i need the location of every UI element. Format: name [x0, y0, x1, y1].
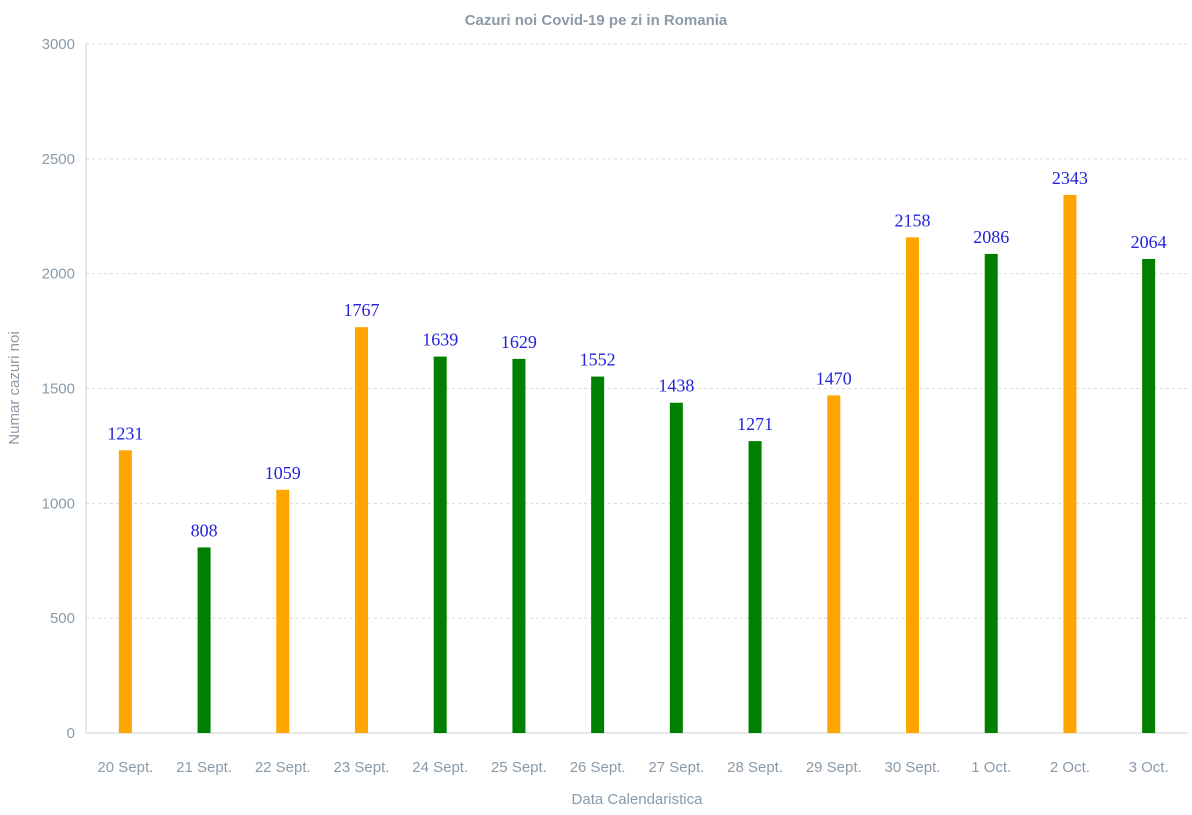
data-label: 1438 — [658, 376, 694, 396]
data-label: 2086 — [973, 227, 1009, 247]
bar[interactable] — [1063, 194, 1077, 734]
data-label: 1767 — [344, 300, 380, 320]
bar[interactable] — [512, 358, 526, 733]
bar[interactable] — [1142, 258, 1156, 733]
x-axis-ticks: 20 Sept. 21 Sept. 22 Sept. 23 Sept. 24 Sept.… — [97, 759, 1168, 776]
bar[interactable] — [984, 253, 998, 733]
bar[interactable] — [906, 237, 919, 733]
bar[interactable] — [118, 450, 132, 733]
y-tick-label: 0 — [67, 725, 75, 742]
x-tick-label: 26 Sept. — [570, 759, 626, 776]
x-tick-label: 21 Sept. — [176, 759, 232, 776]
bar[interactable] — [355, 327, 368, 733]
bar[interactable] — [669, 402, 683, 733]
x-tick-label: 22 Sept. — [255, 759, 311, 776]
x-tick-label: 23 Sept. — [334, 759, 390, 776]
data-label: 1470 — [816, 368, 852, 388]
x-tick-label: 1 Oct. — [971, 759, 1011, 776]
x-tick-label: 25 Sept. — [491, 759, 547, 776]
x-tick-label: 20 Sept. — [97, 759, 153, 776]
x-tick-label: 24 Sept. — [412, 759, 468, 776]
y-tick-label: 2000 — [42, 266, 75, 283]
bars — [118, 194, 1156, 734]
x-tick-label: 27 Sept. — [648, 759, 704, 776]
data-label: 1231 — [107, 423, 143, 443]
data-label: 1271 — [737, 414, 773, 434]
bar[interactable] — [276, 489, 290, 733]
x-tick-label: 29 Sept. — [806, 759, 862, 776]
x-tick-label: 30 Sept. — [885, 759, 941, 776]
bar[interactable] — [591, 376, 605, 733]
data-label: 2343 — [1052, 168, 1088, 188]
chart-title: Cazuri noi Covid-19 pe zi in Romania — [465, 12, 728, 29]
y-tick-label: 1000 — [42, 495, 75, 512]
data-label: 1639 — [422, 330, 458, 350]
y-tick-label: 500 — [50, 610, 75, 627]
bar[interactable] — [197, 547, 211, 733]
y-tick-label: 2500 — [42, 151, 75, 168]
data-label: 1059 — [265, 463, 301, 483]
x-tick-label: 28 Sept. — [727, 759, 783, 776]
gridlines — [86, 43, 1188, 619]
y-axis-title: Numar cazuri noi — [6, 331, 23, 444]
y-tick-label: 3000 — [42, 36, 75, 53]
data-label: 2158 — [895, 210, 931, 230]
x-axis-title: Data Calendaristica — [572, 791, 704, 808]
data-label: 1552 — [580, 350, 616, 370]
data-label: 808 — [191, 520, 218, 540]
data-labels: 1231 808 1059 1767 1639 1629 1552 1438 1271 1470 2… — [107, 168, 1166, 541]
x-tick-label: 3 Oct. — [1129, 759, 1169, 776]
data-label: 1629 — [501, 332, 537, 352]
x-tick-label: 2 Oct. — [1050, 759, 1090, 776]
bar[interactable] — [433, 356, 447, 733]
data-label: 2064 — [1131, 232, 1167, 252]
bar[interactable] — [748, 441, 762, 733]
y-axis-ticks: 0 500 1000 1500 2000 2500 3000 — [42, 36, 75, 742]
bar[interactable] — [827, 395, 841, 733]
y-tick-label: 1500 — [42, 381, 75, 398]
